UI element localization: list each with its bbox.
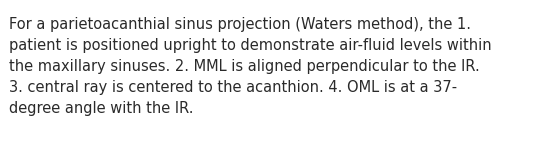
Text: For a parietoacanthial sinus projection (Waters method), the 1.
patient is posit: For a parietoacanthial sinus projection … — [9, 17, 492, 116]
